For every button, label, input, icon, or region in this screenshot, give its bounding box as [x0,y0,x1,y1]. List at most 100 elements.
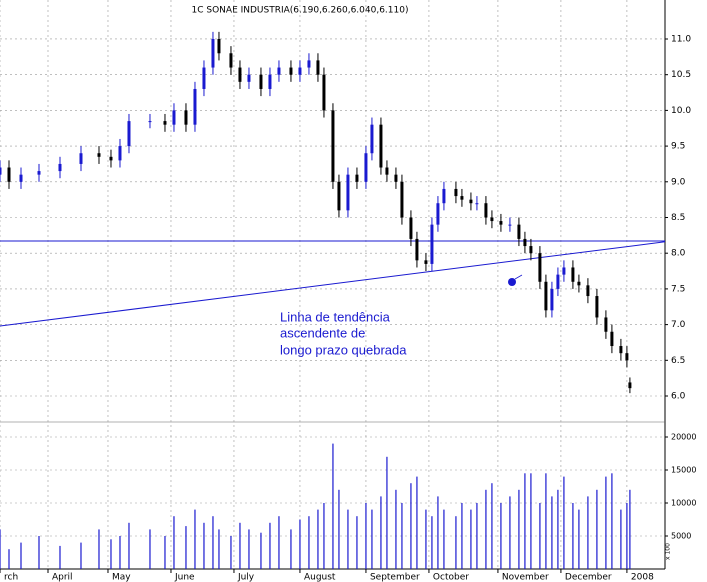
volume-bar [194,509,196,569]
volume-bar [380,496,382,569]
x-tick-label: June [174,573,195,582]
candle-body [79,153,83,164]
volume-bar [611,473,613,569]
volume-bar [431,516,433,569]
volume-bar [239,522,241,569]
candle-body [628,382,632,389]
y-tick-label: 6.5 [671,356,685,366]
candle-body [58,163,62,172]
candle-body [469,199,473,204]
volume-bar [539,502,541,569]
candle-body [517,224,521,239]
volume-bar [38,535,40,569]
volume-bar [470,509,472,569]
volume-tick-label: 15000 [671,465,696,474]
annotation: Linha de tendência [280,309,391,324]
candle-body [364,153,368,182]
candle-body [109,156,113,161]
candle-body [322,74,326,111]
annotation: longo prazo quebrada [280,342,407,357]
candle-body [118,146,122,161]
volume-bar [395,489,397,569]
y-tick-label: 8.0 [671,249,686,259]
volume-bar [410,483,412,569]
candle-body [460,196,464,200]
candle-body [307,60,311,68]
volume-bar [356,516,358,569]
candle-body [619,346,623,354]
volume-bar [626,502,628,569]
candle-body [316,60,320,75]
volume-tick-label: 10000 [671,498,696,507]
candle-body [523,238,527,247]
x-tick-label: September [370,573,420,582]
candle-body [538,253,542,282]
volume-bar [149,529,151,569]
volume-note: x 100 [665,543,672,560]
volume-bar [371,509,373,569]
volume-bar [20,542,22,569]
candle-body [0,167,2,175]
candle-body [544,281,548,311]
candle-body [202,67,206,89]
candle-body [259,74,263,89]
x-tick-label: August [304,573,336,582]
y-tick-label: 9.0 [671,177,686,187]
volume-bar [173,516,175,569]
y-tick-label: 8.5 [671,213,685,223]
candle-body [184,110,188,125]
candle-body [247,74,251,82]
volume-bar [332,443,334,569]
candle-body [19,174,23,182]
candle-body [7,167,11,182]
candle-body [610,331,614,347]
volume-bar [290,529,292,569]
volume-bar [509,496,511,569]
volume-bar [59,545,61,569]
volume-bar [572,502,574,569]
volume-bar [530,473,532,569]
volume-bar [500,502,502,569]
candle-body [238,67,242,82]
volume-bar [347,509,349,569]
candle-body [385,167,389,175]
volume-bar [461,502,463,569]
candle-body [127,121,131,147]
volume-bar [476,502,478,569]
candle-body [424,260,428,264]
volume-bar [416,476,418,569]
candle-body [475,203,479,205]
marker-dot [508,278,516,286]
volume-bar [128,522,130,569]
volume-bar [278,516,280,569]
x-tick-label: October [433,573,469,582]
candle-body [529,246,533,254]
annotation: ascendente de [280,325,365,340]
volume-bar [317,509,319,569]
candle-body [499,221,503,225]
candle-body [268,74,272,89]
volume-bar [524,473,526,569]
candle-body [430,224,434,264]
y-tick-label: 6.0 [671,392,686,402]
x-tick-label: November [502,573,549,582]
candle-body [346,174,350,211]
volume-bar [605,476,607,569]
candle-body [595,296,599,318]
candle-body [400,181,404,218]
candle-body [163,121,167,125]
candle-body [148,121,152,123]
candle-body [37,171,41,175]
volume-bar [218,529,220,569]
candle-body [508,224,512,226]
candle-body [229,53,233,68]
volume-bar [596,489,598,569]
volume-bar [491,483,493,569]
candle-body [442,188,446,204]
x-tick-label: 2008 [631,573,654,582]
volume-bar [485,489,487,569]
candle-body [355,174,359,182]
y-tick-label: 9.5 [671,142,685,152]
